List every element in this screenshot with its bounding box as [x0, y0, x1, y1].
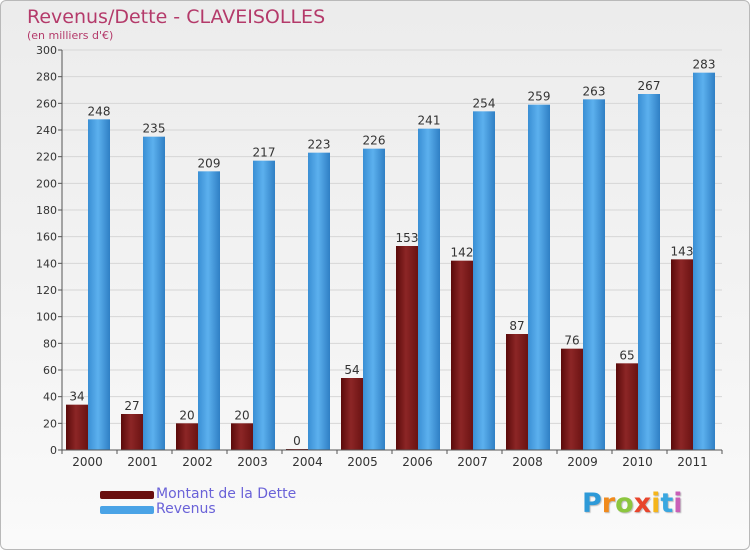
x-tick-label: 2007 [457, 455, 488, 469]
logo-letter: r [601, 488, 616, 519]
logo-letter: o [615, 488, 634, 519]
bar-debt [616, 363, 638, 450]
bar-debt [121, 414, 143, 450]
y-tick-label: 180 [36, 204, 57, 217]
bar-debt [66, 404, 88, 450]
y-tick-label: 300 [36, 44, 57, 57]
bar-revenus [88, 119, 110, 450]
data-label-debt: 153 [396, 231, 419, 245]
y-tick-label: 40 [43, 391, 57, 404]
data-label-debt: 34 [69, 390, 84, 404]
y-tick-label: 20 [43, 417, 57, 430]
bar-revenus [198, 171, 220, 451]
x-tick-label: 2005 [347, 455, 378, 469]
data-label-revenus: 263 [583, 84, 606, 98]
bar-debt [231, 423, 253, 450]
x-tick-label: 2011 [677, 455, 708, 469]
data-label-debt: 0 [293, 434, 301, 448]
x-tick-label: 2002 [182, 455, 213, 469]
x-tick-label: 2000 [72, 455, 103, 469]
logo-letter: i [673, 488, 683, 519]
data-label-debt: 54 [344, 363, 359, 377]
chart-title: Revenus/Dette - CLAVEISOLLES [27, 6, 326, 28]
bar-revenus [528, 104, 550, 451]
y-tick-label: 260 [36, 97, 57, 110]
data-label-debt: 65 [619, 348, 634, 362]
data-label-debt: 27 [124, 399, 139, 413]
data-label-revenus: 241 [418, 114, 441, 128]
logo-letter: i [651, 488, 661, 519]
bar-revenus [638, 94, 660, 450]
bar-debt [176, 423, 198, 450]
bar-revenus [473, 111, 495, 450]
data-label-debt: 20 [179, 408, 194, 422]
data-label-revenus: 235 [143, 122, 166, 136]
legend-label-debt: Montant de la Dette [156, 486, 297, 502]
y-tick-label: 160 [36, 231, 57, 244]
y-tick-label: 220 [36, 151, 57, 164]
x-tick-label: 2009 [567, 455, 598, 469]
y-tick-label: 140 [36, 257, 57, 270]
bar-revenus [363, 148, 385, 450]
data-label-revenus: 223 [308, 138, 331, 152]
y-tick-label: 280 [36, 71, 57, 84]
bar-debt [506, 334, 528, 450]
chart-subtitle: (en milliers d'€) [27, 29, 114, 42]
bar-revenus [143, 136, 165, 450]
logo-letter: P [582, 488, 602, 519]
x-tick-label: 2008 [512, 455, 543, 469]
bar-debt [561, 348, 583, 450]
logo-letter: x [633, 488, 652, 519]
x-tick-label: 2010 [622, 455, 653, 469]
data-label-revenus: 226 [363, 134, 386, 148]
data-label-debt: 87 [509, 319, 524, 333]
bar-debt [451, 260, 473, 450]
y-tick-label: 0 [50, 444, 57, 457]
data-label-revenus: 248 [88, 104, 111, 118]
bar-revenus [253, 160, 275, 450]
bar-debt [671, 259, 693, 450]
x-tick-label: 2006 [402, 455, 433, 469]
y-tick-label: 60 [43, 364, 57, 377]
y-tick-label: 100 [36, 311, 57, 324]
bar-debt [396, 246, 418, 450]
x-tick-label: 2003 [237, 455, 268, 469]
data-label-debt: 143 [671, 244, 694, 258]
data-label-revenus: 283 [693, 58, 716, 72]
legend-swatch-debt [100, 491, 154, 499]
data-label-revenus: 254 [473, 96, 496, 110]
bar-revenus [583, 99, 605, 450]
data-label-debt: 142 [451, 246, 474, 260]
data-label-debt: 20 [234, 408, 249, 422]
legend-label-revenus: Revenus [156, 501, 216, 517]
data-label-revenus: 259 [528, 90, 551, 104]
y-tick-label: 80 [43, 337, 57, 350]
y-tick-label: 200 [36, 177, 57, 190]
y-tick-label: 240 [36, 124, 57, 137]
bar-revenus [308, 152, 330, 450]
data-label-revenus: 217 [253, 146, 276, 160]
bar-revenus [693, 72, 715, 451]
x-tick-label: 2004 [292, 455, 323, 469]
bar-revenus [418, 128, 440, 450]
logo-letter: t [660, 488, 674, 519]
legend-swatch-revenus [100, 506, 154, 514]
y-tick-label: 120 [36, 284, 57, 297]
data-label-revenus: 209 [198, 156, 221, 170]
x-tick-label: 2001 [127, 455, 158, 469]
data-label-debt: 76 [564, 334, 579, 348]
proxiti-logo: Proxiti [582, 488, 683, 519]
bar-debt [341, 378, 363, 450]
data-label-revenus: 267 [638, 79, 661, 93]
